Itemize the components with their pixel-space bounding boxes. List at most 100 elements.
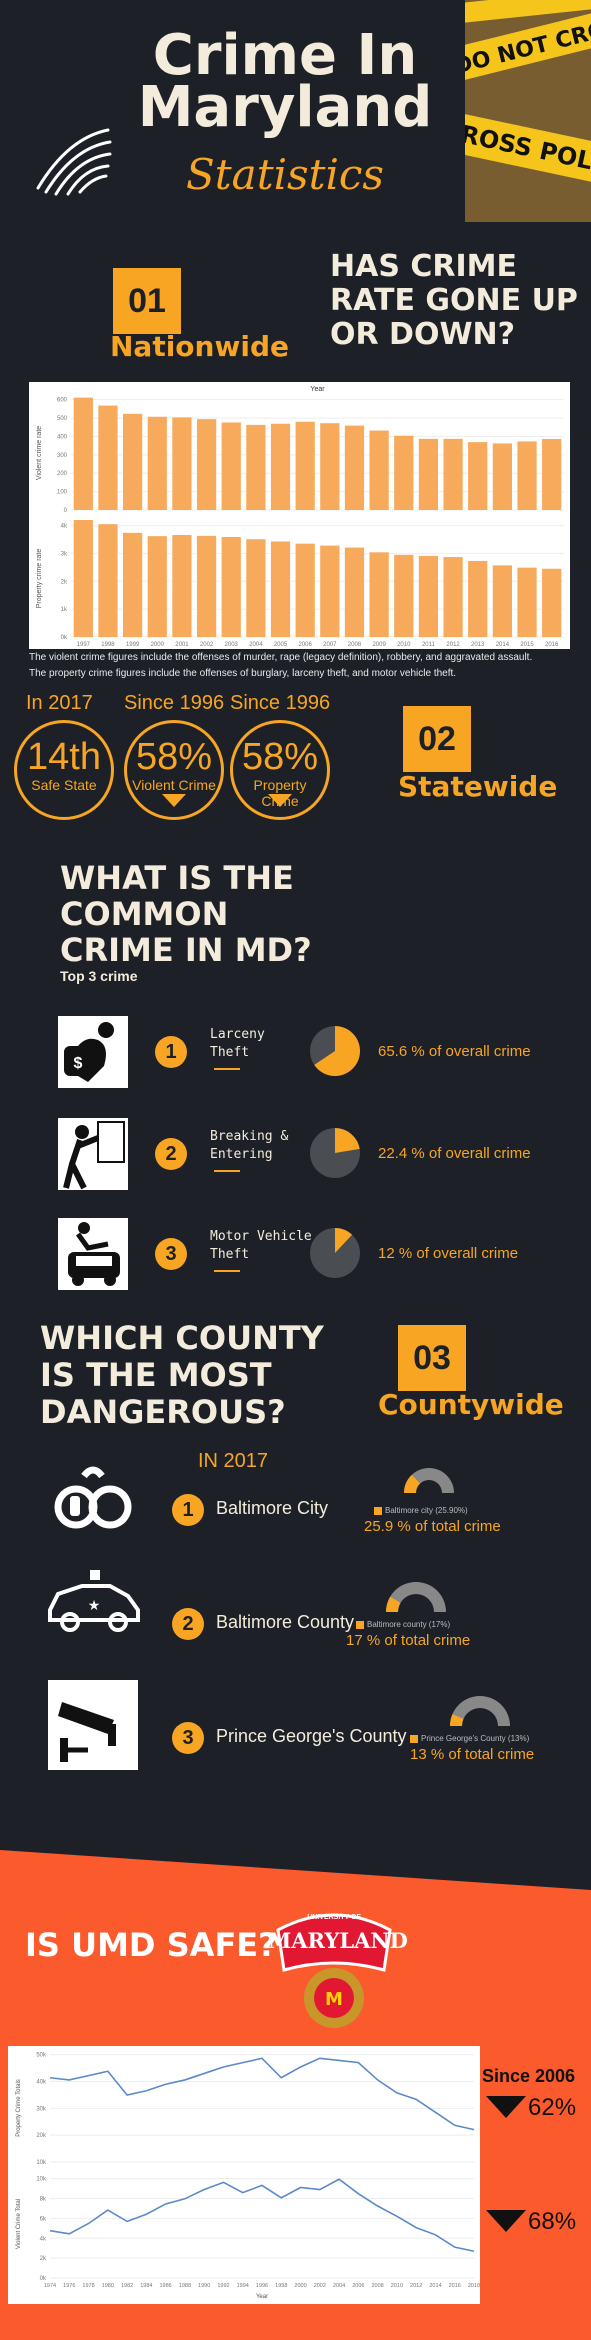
title-line-1: Crime In bbox=[152, 23, 418, 88]
crime-share-text: 22.4 % of overall crime bbox=[378, 1145, 531, 1162]
stat-heading: Since 1996 bbox=[124, 692, 225, 714]
y-tick-label: 0k bbox=[40, 2276, 47, 2282]
crime-share-text: 65.6 % of overall crime bbox=[378, 1043, 531, 1060]
x-tick-label: 2001 bbox=[175, 642, 189, 648]
x-tick-label: 1988 bbox=[179, 2283, 191, 2289]
y-tick-label: 10k bbox=[36, 2177, 47, 2183]
y-tick-label: 600 bbox=[57, 398, 68, 404]
county-share-text: 13 % of total crime bbox=[410, 1746, 535, 1763]
bar bbox=[369, 552, 389, 637]
stat-caption: Property Crime bbox=[253, 777, 307, 809]
police-car-icon: ★ bbox=[44, 1566, 144, 1641]
label-underline bbox=[214, 1068, 240, 1070]
bar bbox=[295, 421, 315, 510]
stat-heading: Since 1996 bbox=[230, 692, 331, 714]
crime-label-line: Motor Vehicle bbox=[210, 1229, 312, 1244]
section-number-03: 03 bbox=[398, 1325, 466, 1391]
umd-since-label: Since 2006 bbox=[482, 2066, 576, 2086]
umd-logo-line2: MARYLAND bbox=[268, 1928, 408, 1953]
county-share-text: 17 % of total crime bbox=[346, 1632, 471, 1649]
down-arrow-icon bbox=[268, 794, 292, 813]
down-arrow-icon bbox=[486, 2096, 526, 2125]
county-name: Baltimore City bbox=[216, 1498, 329, 1518]
stat-value: 58% bbox=[135, 736, 213, 778]
legend-swatch bbox=[356, 1620, 364, 1629]
caption-line-property: The property crime figures include the o… bbox=[29, 668, 457, 679]
bar bbox=[517, 441, 537, 510]
stat-caption: Safe State bbox=[31, 777, 97, 793]
crime-label-line: Theft bbox=[210, 1247, 250, 1262]
crime-share-text: 12 % of overall crime bbox=[378, 1245, 519, 1262]
share-pie-chart bbox=[310, 1026, 360, 1081]
x-tick-label: 2016 bbox=[449, 2283, 461, 2289]
x-tick-label: 2014 bbox=[429, 2283, 441, 2289]
y-axis-label: Violent Crime Total bbox=[16, 2199, 22, 2249]
y-tick-label: 50k bbox=[36, 2053, 47, 2059]
pie-slice bbox=[335, 1128, 360, 1153]
stat-caption: Violent Crime bbox=[132, 777, 216, 793]
donut-legend: Baltimore city (25.90%) bbox=[374, 1506, 468, 1515]
series-line bbox=[49, 2057, 475, 2131]
bar bbox=[320, 545, 340, 637]
x-tick-label: 2002 bbox=[314, 2283, 326, 2289]
legend-text: Prince George's County (13%) bbox=[421, 1734, 530, 1743]
y-tick-label: 100 bbox=[57, 490, 68, 496]
bar bbox=[147, 536, 167, 637]
section-label-statewide: Statewide bbox=[398, 770, 558, 803]
y-tick-label: 0 bbox=[64, 508, 68, 514]
bar bbox=[542, 568, 562, 637]
donut-slice bbox=[404, 1474, 421, 1493]
svg-text:★: ★ bbox=[88, 1597, 101, 1613]
donut-rest bbox=[386, 1582, 446, 1612]
y-tick-label: 30k bbox=[36, 2106, 47, 2112]
legend-swatch bbox=[410, 1734, 418, 1743]
share-pie-chart bbox=[310, 1128, 360, 1183]
question-line: COMMON bbox=[60, 895, 229, 933]
bar bbox=[123, 532, 143, 637]
umd-question: IS UMD SAFE? bbox=[25, 1926, 277, 1964]
y-tick-label: 40k bbox=[36, 2079, 47, 2085]
bar bbox=[492, 565, 512, 637]
chart-caption: The violent crime figures include the of… bbox=[29, 650, 574, 682]
car-thief-icon bbox=[58, 1218, 128, 1290]
county-name: Baltimore County bbox=[216, 1612, 355, 1632]
x-tick-label: 2013 bbox=[471, 642, 485, 648]
svg-text:$: $ bbox=[74, 1055, 83, 1072]
bar bbox=[270, 423, 291, 510]
question-line: RATE GONE UP bbox=[330, 283, 578, 318]
bar bbox=[172, 535, 192, 637]
question-line: WHAT IS THE bbox=[60, 859, 294, 897]
crime-label-line: Entering bbox=[210, 1147, 273, 1162]
x-tick-label: 1986 bbox=[160, 2283, 172, 2289]
question-dangerous-county: WHICH COUNTY IS THE MOST DANGEROUS? bbox=[40, 1320, 324, 1431]
bar bbox=[418, 438, 439, 510]
rank-number: 3 bbox=[172, 1722, 204, 1754]
y-axis-label: Violent crime rate bbox=[36, 426, 43, 480]
crime-label-line: Breaking & bbox=[210, 1129, 289, 1144]
donut-legend: Prince George's County (13%) bbox=[410, 1734, 529, 1743]
bar bbox=[98, 524, 118, 637]
bar bbox=[344, 425, 365, 510]
rank-number: 2 bbox=[172, 1608, 204, 1640]
crime-label: Motor Vehicle Theft bbox=[210, 1228, 312, 1264]
x-axis-label: Year bbox=[256, 2294, 268, 2300]
x-tick-label: 1998 bbox=[101, 642, 115, 648]
legend-text: Baltimore city (25.90%) bbox=[385, 1506, 468, 1515]
section-label-nationwide: Nationwide bbox=[110, 330, 289, 363]
y-tick-label: 1k bbox=[61, 607, 68, 613]
bar bbox=[246, 539, 266, 637]
y-tick-label: 2k bbox=[40, 2256, 47, 2262]
series-line bbox=[49, 2178, 475, 2253]
bar bbox=[221, 422, 241, 510]
x-tick-label: 2011 bbox=[422, 642, 436, 648]
x-tick-label: 1998 bbox=[275, 2283, 287, 2289]
bar bbox=[394, 554, 414, 637]
donut-slice bbox=[450, 1714, 464, 1726]
national-crime-bar-charts: Year 0 100 200 300 400 500 600 Violent crime rat… bbox=[29, 382, 570, 649]
rank-number: 1 bbox=[172, 1494, 204, 1526]
y-tick-label: 300 bbox=[57, 453, 68, 459]
y-tick-label: 500 bbox=[57, 416, 68, 422]
x-tick-label: 1996 bbox=[256, 2283, 268, 2289]
bar bbox=[542, 439, 562, 510]
x-tick-label: 1980 bbox=[102, 2283, 114, 2289]
